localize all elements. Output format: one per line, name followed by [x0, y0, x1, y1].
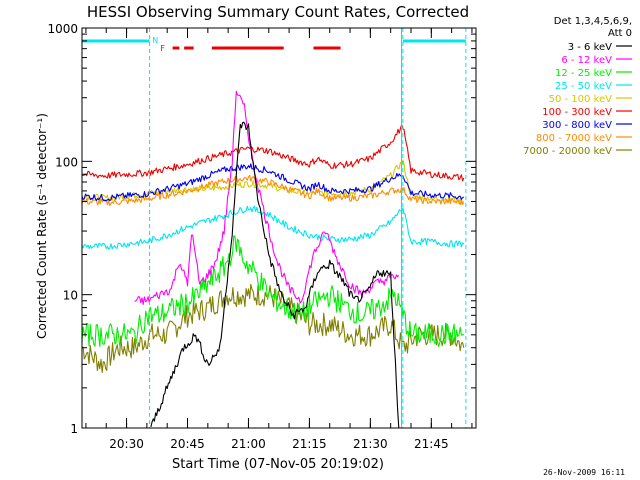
series-line: [81, 235, 464, 348]
legend-header: Det 1,3,4,5,6,9,: [554, 16, 632, 27]
axes: 1 10 100 1000 20:30 20:45 21:00 21:15 21:30 21:45: [47, 22, 477, 451]
legend-entry-label: 7000 - 20000 keV: [523, 146, 612, 157]
x-tick-label: 21:45: [414, 437, 449, 451]
y-tick-label: 100: [55, 155, 78, 169]
legend-entry-label: 800 - 7000 keV: [536, 133, 612, 144]
x-tick-label: 20:30: [109, 437, 144, 451]
legend-entry-label: 50 - 100 keV: [549, 94, 613, 105]
legend: Det 1,3,4,5,6,9,Att 0 3 - 6 keV 6 - 12 keV…: [523, 16, 632, 157]
series-line: [81, 159, 464, 205]
flag-label-n: N: [152, 36, 158, 45]
timestamp: 26-Nov-2009 16:11: [543, 468, 625, 477]
legend-entry-label: 25 - 50 keV: [555, 81, 612, 92]
y-tick-label: 1: [70, 422, 78, 436]
series-line: [150, 121, 400, 429]
legend-entry-label: 12 - 25 keV: [555, 68, 612, 79]
series-line: [81, 174, 465, 207]
plot-frame: [81, 27, 477, 429]
chart-title: HESSI Observing Summary Count Rates, Cor…: [87, 3, 469, 21]
x-tick-label: 21:00: [231, 437, 266, 451]
legend-entry-label: 100 - 300 keV: [542, 107, 612, 118]
plot-area: [81, 90, 465, 429]
x-tick-label: 21:15: [292, 437, 327, 451]
x-tick-label: 20:45: [170, 437, 205, 451]
flag-label-f: F: [160, 44, 165, 53]
y-tick-label: 10: [63, 289, 78, 303]
legend-entry-label: 3 - 6 keV: [568, 42, 612, 53]
legend-entry-label: 6 - 12 keV: [561, 55, 612, 66]
x-tick-label: 21:30: [353, 437, 388, 451]
flags: NF: [82, 28, 467, 428]
series-line: [81, 163, 465, 202]
series-line: [81, 123, 465, 182]
series-line: [134, 90, 400, 305]
x-axis-label: Start Time (07-Nov-05 20:19:02): [172, 457, 384, 472]
series-line: [81, 205, 465, 250]
y-axis-label: Corrected Count Rate (s⁻¹ detector⁻¹): [35, 113, 49, 339]
y-tick-label: 1000: [47, 22, 78, 36]
legend-header: Att 0: [608, 28, 632, 39]
legend-entry-label: 300 - 800 keV: [542, 120, 612, 131]
